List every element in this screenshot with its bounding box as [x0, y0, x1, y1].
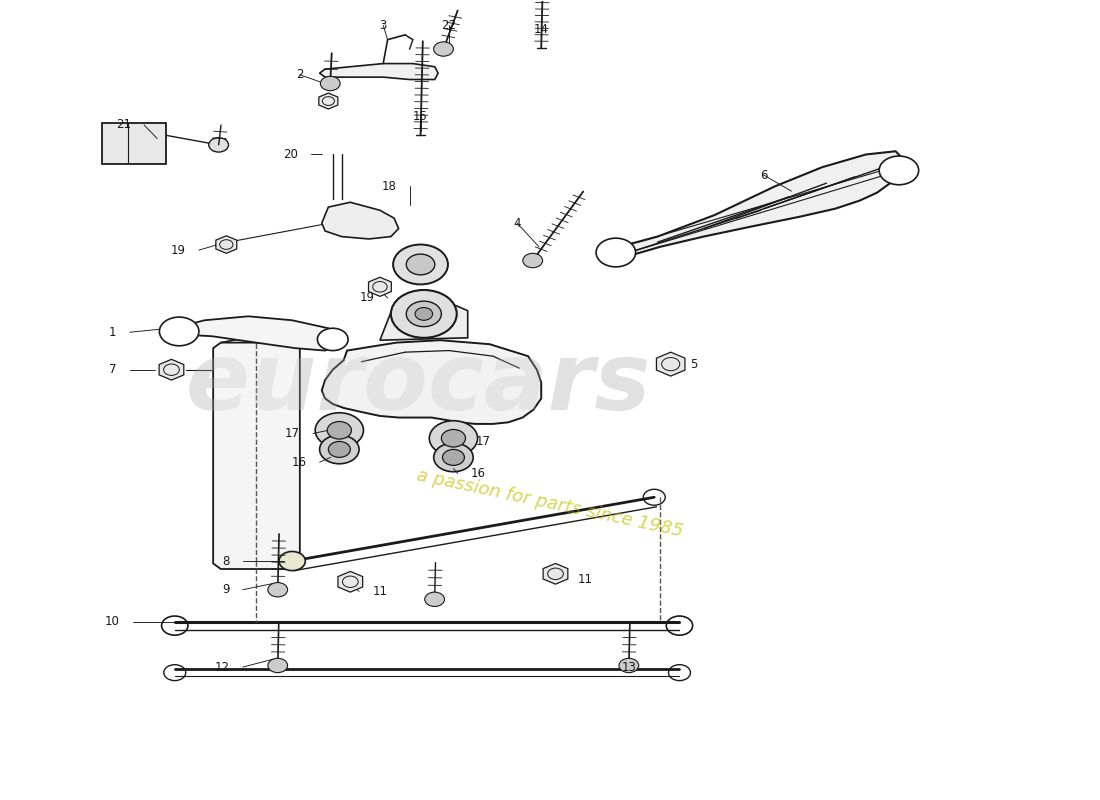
Text: 22: 22 [441, 19, 456, 32]
Circle shape [209, 138, 229, 152]
Circle shape [390, 290, 456, 338]
Text: 17: 17 [285, 427, 300, 440]
Text: 6: 6 [760, 169, 768, 182]
Polygon shape [175, 316, 339, 350]
Text: 21: 21 [116, 118, 131, 131]
Text: a passion for parts since 1985: a passion for parts since 1985 [415, 466, 685, 541]
Circle shape [316, 413, 363, 448]
Polygon shape [338, 571, 363, 592]
Polygon shape [657, 352, 685, 376]
Circle shape [415, 307, 432, 320]
Polygon shape [213, 342, 300, 569]
Text: 4: 4 [514, 217, 520, 230]
Circle shape [393, 245, 448, 285]
Polygon shape [320, 63, 438, 79]
Circle shape [429, 421, 477, 456]
Circle shape [279, 551, 306, 570]
Circle shape [160, 317, 199, 346]
Text: 3: 3 [379, 19, 387, 32]
Text: 14: 14 [534, 22, 549, 36]
Text: a passion for parts since 1985: a passion for parts since 1985 [415, 466, 685, 541]
Text: 8: 8 [222, 554, 230, 567]
Circle shape [320, 435, 359, 464]
Text: 13: 13 [621, 661, 637, 674]
Text: 16: 16 [471, 467, 486, 480]
Text: eurocars: eurocars [186, 338, 651, 430]
Circle shape [441, 430, 465, 447]
Circle shape [406, 254, 434, 275]
Text: 19: 19 [170, 244, 186, 257]
Circle shape [522, 254, 542, 268]
Circle shape [619, 658, 639, 673]
Circle shape [596, 238, 636, 267]
Polygon shape [216, 236, 236, 254]
Text: 5: 5 [691, 358, 697, 370]
Polygon shape [543, 563, 568, 584]
Text: 10: 10 [104, 615, 120, 628]
Polygon shape [160, 359, 184, 380]
Text: 17: 17 [475, 435, 491, 448]
Circle shape [433, 42, 453, 56]
Text: 1: 1 [109, 326, 117, 338]
Text: 16: 16 [292, 456, 307, 469]
Text: 7: 7 [109, 363, 117, 376]
Polygon shape [379, 301, 467, 340]
Circle shape [425, 592, 444, 606]
Circle shape [442, 450, 464, 466]
Text: 11: 11 [578, 573, 593, 586]
Polygon shape [322, 340, 541, 424]
Circle shape [433, 443, 473, 472]
Circle shape [329, 442, 350, 458]
Text: 20: 20 [283, 148, 298, 161]
Text: 2: 2 [296, 68, 304, 82]
Text: 11: 11 [372, 585, 387, 598]
Text: 15: 15 [414, 110, 428, 123]
Text: eurocars: eurocars [186, 338, 651, 430]
Text: 12: 12 [214, 661, 230, 674]
Circle shape [268, 582, 287, 597]
Circle shape [268, 658, 287, 673]
Polygon shape [319, 93, 338, 109]
Polygon shape [368, 278, 392, 296]
Circle shape [406, 301, 441, 326]
Polygon shape [322, 202, 398, 239]
Bar [102, 122, 166, 164]
Circle shape [328, 422, 351, 439]
Text: 9: 9 [222, 583, 230, 596]
Circle shape [318, 328, 348, 350]
Circle shape [879, 156, 918, 185]
Text: 18: 18 [382, 180, 396, 193]
Polygon shape [607, 151, 903, 258]
Text: 19: 19 [360, 291, 374, 305]
Circle shape [320, 76, 340, 90]
